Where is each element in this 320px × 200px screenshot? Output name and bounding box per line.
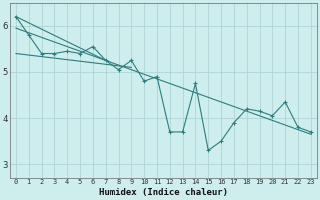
X-axis label: Humidex (Indice chaleur): Humidex (Indice chaleur) — [99, 188, 228, 197]
